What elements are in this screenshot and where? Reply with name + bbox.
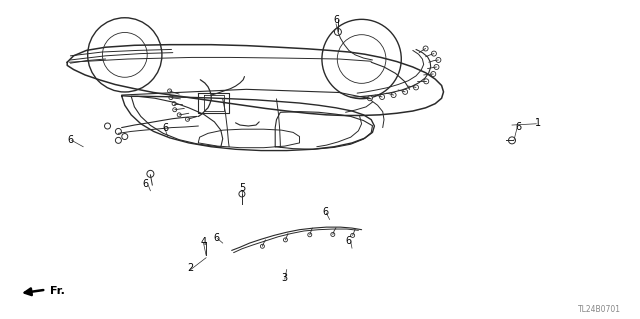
Circle shape — [380, 94, 385, 100]
Text: 2: 2 — [188, 263, 194, 273]
Circle shape — [431, 71, 436, 77]
Text: 6: 6 — [67, 135, 74, 145]
Circle shape — [122, 134, 128, 139]
Circle shape — [115, 129, 122, 134]
Circle shape — [172, 102, 176, 106]
Circle shape — [413, 85, 419, 90]
Text: 6: 6 — [162, 123, 168, 133]
Circle shape — [509, 137, 515, 144]
Text: 6: 6 — [515, 122, 522, 132]
Text: 6: 6 — [333, 15, 339, 25]
Circle shape — [331, 233, 335, 236]
Circle shape — [335, 28, 341, 35]
Circle shape — [424, 79, 429, 84]
Circle shape — [403, 89, 408, 94]
Circle shape — [186, 117, 189, 121]
Circle shape — [104, 123, 111, 129]
Circle shape — [173, 108, 177, 112]
Circle shape — [239, 191, 245, 197]
Circle shape — [431, 51, 436, 56]
Text: 6: 6 — [143, 179, 149, 189]
Circle shape — [367, 96, 372, 101]
Text: 6: 6 — [213, 233, 220, 243]
Text: 1: 1 — [534, 118, 541, 128]
Text: 5: 5 — [239, 183, 245, 193]
Text: 4: 4 — [200, 237, 207, 248]
Circle shape — [284, 238, 287, 242]
Text: TL24B0701: TL24B0701 — [578, 305, 621, 314]
Circle shape — [177, 113, 181, 117]
Circle shape — [351, 234, 355, 237]
Text: 6: 6 — [346, 236, 352, 246]
Circle shape — [115, 137, 122, 143]
Circle shape — [434, 64, 439, 70]
Circle shape — [308, 233, 312, 237]
Circle shape — [436, 57, 441, 63]
Text: 3: 3 — [282, 272, 288, 283]
Circle shape — [423, 46, 428, 51]
Circle shape — [391, 93, 396, 98]
Text: 6: 6 — [322, 207, 328, 217]
Circle shape — [169, 96, 173, 100]
Text: Fr.: Fr. — [50, 286, 65, 296]
Circle shape — [260, 244, 264, 248]
Circle shape — [147, 170, 154, 177]
Circle shape — [168, 89, 172, 93]
